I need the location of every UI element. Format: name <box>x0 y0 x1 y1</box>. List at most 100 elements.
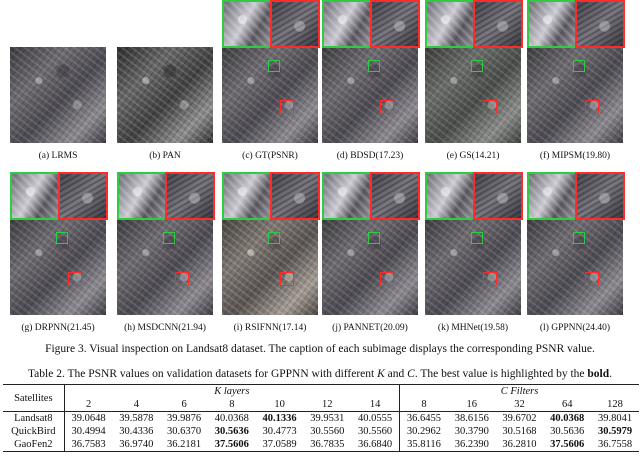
c-value-cell: 40.0368 <box>543 411 592 425</box>
figure-caption: Figure 3. Visual inspection on Landsat8 … <box>45 343 595 355</box>
satellite-image <box>117 219 213 315</box>
k-value-cell: 36.6840 <box>351 438 401 452</box>
subfigure-caption: (d) BDSD(17.23) <box>336 151 404 161</box>
c-column-header: 8 <box>421 399 427 410</box>
c-column-header: 16 <box>466 399 478 410</box>
red-zoom-inset <box>270 172 320 220</box>
k-value-cell: 36.7835 <box>303 438 352 452</box>
k-value-cell: 39.5878 <box>112 411 161 425</box>
green-zoom-inset <box>527 0 577 48</box>
satellites-header: Satellites <box>3 384 65 412</box>
subfigure: (c) GT(PSNR) <box>222 0 332 170</box>
k-value-cell: 30.5636 <box>214 426 249 437</box>
green-roi-box <box>268 60 280 72</box>
subfigure-caption: (c) GT(PSNR) <box>242 151 298 161</box>
green-roi-box <box>573 60 585 72</box>
subfigure-caption: (i) RSIFNN(17.14) <box>233 323 307 333</box>
k-column-header: 2 <box>85 399 92 410</box>
green-roi-box <box>368 232 380 244</box>
k-value-cell: 30.6370 <box>167 426 202 437</box>
c-value-cell: 36.7558 <box>591 438 639 452</box>
table-row: QuickBird 30.4994 30.4336 30.6370 30.5636 30.… <box>3 425 639 438</box>
red-roi-box <box>175 272 189 286</box>
subfigure-caption: (e) GS(14.21) <box>446 151 500 161</box>
subfigure: (k) MHNet(19.58) <box>425 172 535 342</box>
k-column-header: 10 <box>274 399 285 410</box>
subfigure: (b) PAN <box>117 0 227 170</box>
subfigure-caption: (j) PANNET(20.09) <box>332 323 408 333</box>
red-zoom-inset <box>58 172 108 220</box>
green-roi-box <box>573 232 585 244</box>
k-value-cell: 40.1336 <box>255 411 304 425</box>
table-row: GaoFen2 36.7583 36.9740 36.2181 37.5606 37.05… <box>3 438 639 452</box>
subfigure-caption: (f) MIPSM(19.80) <box>539 151 611 161</box>
k-value-cell: 30.4336 <box>119 426 154 437</box>
green-roi-box <box>268 232 280 244</box>
c-value-cell: 36.2810 <box>495 438 544 452</box>
green-roi-box <box>163 232 175 244</box>
k-value-cell: 39.9876 <box>160 411 208 425</box>
green-zoom-inset <box>322 0 372 48</box>
c-value-cell: 30.2962 <box>406 426 442 437</box>
k-value-cell: 36.9740 <box>112 438 161 452</box>
figure-row-1: (a) LRMS (b) PAN (c) GT(PSNR) (d) BDSD(17.2… <box>0 0 640 170</box>
satellite-image <box>10 219 106 315</box>
subfigure: (l) GPPNN(24.40) <box>527 172 637 342</box>
red-roi-box <box>280 272 294 286</box>
k-column-header: 12 <box>322 399 333 410</box>
red-roi-box <box>280 100 294 114</box>
red-roi-box <box>68 272 82 286</box>
green-roi-box <box>471 232 483 244</box>
green-zoom-inset <box>222 172 272 220</box>
k-value-cell: 30.5560 <box>351 425 401 438</box>
satellite-image <box>10 47 106 143</box>
green-zoom-inset <box>117 172 167 220</box>
satellite-image <box>425 219 521 315</box>
subfigure-caption: (g) DRPNN(21.45) <box>21 323 95 333</box>
red-roi-box <box>483 100 497 114</box>
k-value-cell: 36.2181 <box>160 438 208 452</box>
satellite-name: QuickBird <box>3 425 65 438</box>
subfigure: (f) MIPSM(19.80) <box>527 0 637 170</box>
table-subheader-row: 2 4 6 8 10 12 14 8 16 32 64 128 <box>3 398 639 412</box>
subfigure-caption: (b) PAN <box>149 151 181 161</box>
c-value-cell: 30.5636 <box>550 426 585 437</box>
satellite-image <box>322 219 418 315</box>
c-value-cell: 39.8041 <box>591 411 639 425</box>
c-column-header: 128 <box>607 399 623 410</box>
subfigure-caption: (h) MSDCNN(21.94) <box>124 323 206 333</box>
satellite-image <box>527 47 623 143</box>
c-filters-header: C Filters <box>399 384 639 398</box>
figure-row-2: (g) DRPNN(21.45) (h) MSDCNN(21.94) (i) RSI… <box>0 172 640 342</box>
red-roi-box <box>585 100 599 114</box>
red-roi-box <box>380 272 394 286</box>
table-header-row: Satellites K layers C Filters <box>3 384 639 412</box>
green-roi-box <box>368 60 380 72</box>
c-value-cell: 30.5168 <box>502 426 537 437</box>
c-value-cell: 38.6156 <box>447 411 496 425</box>
red-roi-box <box>483 272 497 286</box>
red-zoom-inset <box>370 172 420 220</box>
c-value-cell: 37.5606 <box>543 438 592 452</box>
c-value-cell: 36.2390 <box>447 438 496 452</box>
green-roi-box <box>471 60 483 72</box>
satellite-name: GaoFen2 <box>3 438 65 452</box>
k-column-header: 6 <box>181 399 187 410</box>
psnr-table: Satellites K layers C Filters 2 4 6 8 10 12 14… <box>3 384 639 452</box>
k-value-cell: 39.9531 <box>303 411 352 425</box>
c-value-cell: 35.8116 <box>399 438 448 452</box>
k-value-cell: 30.5560 <box>310 426 345 437</box>
red-roi-box <box>585 272 599 286</box>
satellite-image <box>222 47 318 143</box>
satellite-image <box>527 219 623 315</box>
green-zoom-inset <box>322 172 372 220</box>
subfigure: (e) GS(14.21) <box>425 0 535 170</box>
satellite-image <box>322 47 418 143</box>
red-zoom-inset <box>575 0 625 48</box>
c-column-header: 64 <box>561 399 573 410</box>
c-value-cell: 36.6455 <box>399 411 448 425</box>
green-zoom-inset <box>527 172 577 220</box>
subfigure: (g) DRPNN(21.45) <box>10 172 120 342</box>
red-zoom-inset <box>270 0 320 48</box>
subfigure: (j) PANNET(20.09) <box>322 172 432 342</box>
